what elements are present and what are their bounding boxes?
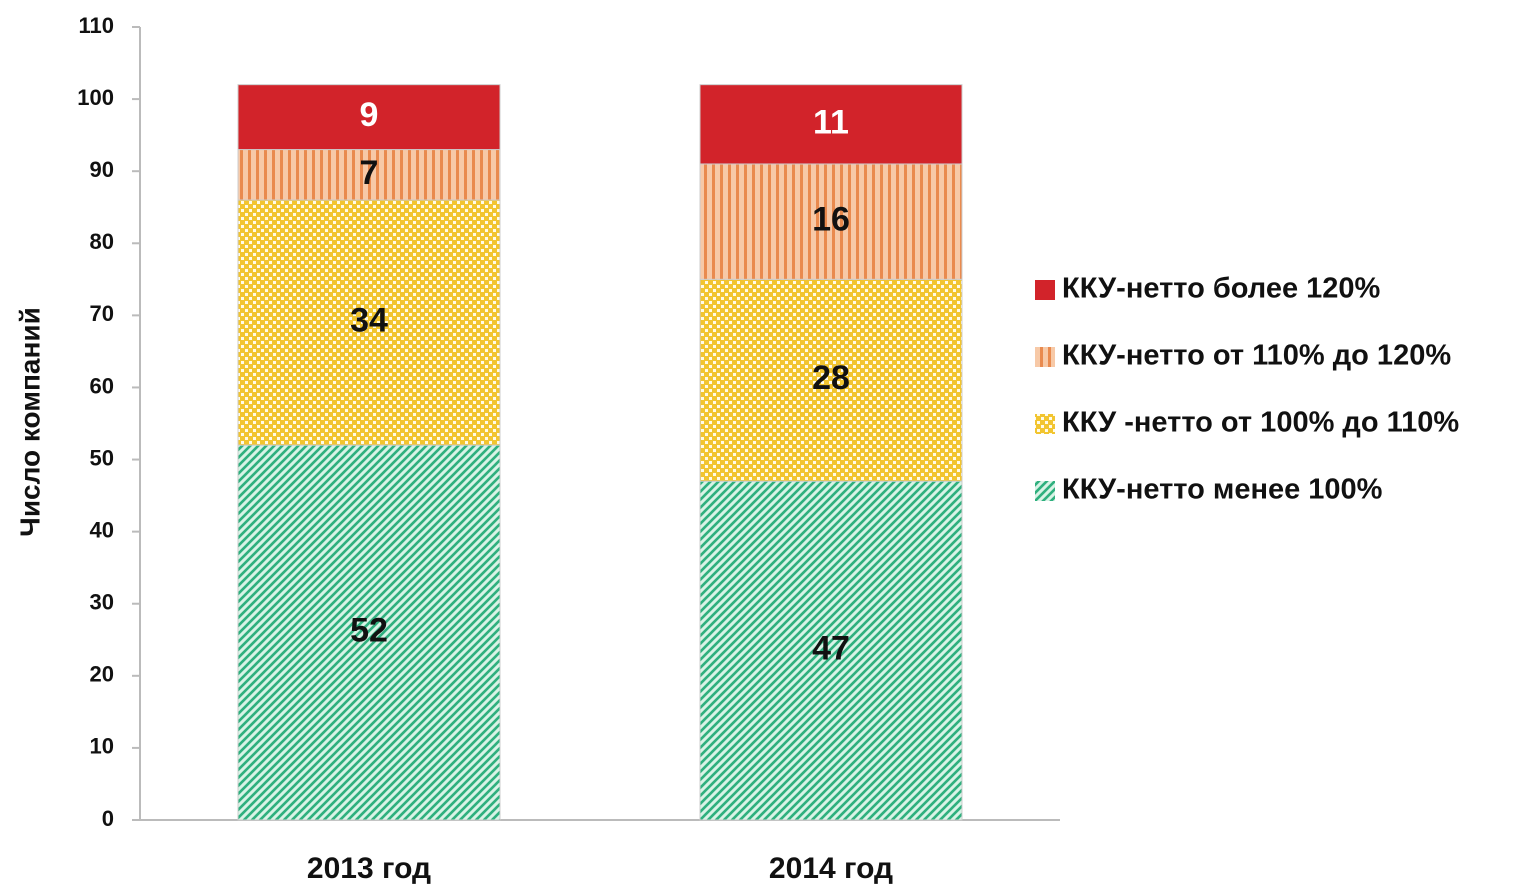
legend-swatch bbox=[1035, 280, 1055, 300]
data-label: 7 bbox=[360, 154, 379, 192]
data-label: 52 bbox=[350, 612, 388, 650]
y-tick-label: 90 bbox=[90, 157, 114, 182]
data-label: 11 bbox=[813, 103, 849, 141]
bar-segment bbox=[237, 199, 501, 446]
y-tick-label: 50 bbox=[90, 445, 114, 470]
y-axis-label: Число компаний bbox=[14, 307, 45, 537]
y-tick-label: 70 bbox=[90, 301, 114, 326]
data-label: 9 bbox=[360, 96, 379, 134]
data-label: 16 bbox=[812, 201, 850, 239]
bar-segment bbox=[237, 444, 501, 821]
y-tick-label: 20 bbox=[90, 662, 114, 687]
legend-label: ККУ-нетто более 120% bbox=[1062, 273, 1381, 305]
x-tick-label: 2013 год bbox=[307, 852, 431, 885]
legend-label: ККУ -нетто от 100% до 110% bbox=[1062, 407, 1459, 439]
data-label: 28 bbox=[812, 359, 850, 397]
data-label: 47 bbox=[812, 630, 850, 668]
bar-segment bbox=[237, 84, 501, 151]
x-tick-label: 2014 год bbox=[769, 852, 893, 885]
legend-swatch bbox=[1035, 347, 1055, 367]
y-tick-label: 10 bbox=[90, 734, 114, 759]
bar-segment bbox=[699, 480, 963, 821]
data-label: 34 bbox=[350, 302, 388, 340]
bar-segment bbox=[237, 149, 501, 201]
y-tick-label: 100 bbox=[77, 85, 114, 110]
y-tick-label: 30 bbox=[90, 590, 114, 615]
y-tick-label: 40 bbox=[90, 517, 114, 542]
y-tick-label: 60 bbox=[90, 373, 114, 398]
y-tick-label: 110 bbox=[79, 13, 115, 38]
legend-swatch bbox=[1035, 414, 1055, 434]
legend-label: ККУ-нетто менее 100% bbox=[1062, 474, 1383, 506]
bar-segment bbox=[699, 163, 963, 280]
legend-swatch bbox=[1035, 481, 1055, 501]
legend-label: ККУ-нетто от 110% до 120% bbox=[1062, 340, 1451, 372]
bar-segment bbox=[699, 278, 963, 482]
y-tick-label: 80 bbox=[90, 229, 114, 254]
bar-segment bbox=[699, 84, 963, 165]
y-tick-label: 0 bbox=[102, 806, 114, 831]
